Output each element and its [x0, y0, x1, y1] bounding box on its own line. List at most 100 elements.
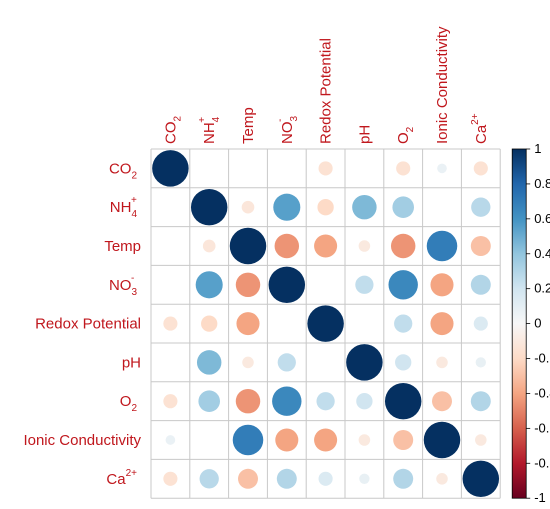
row-label-IonC: Ionic Conductivity	[23, 432, 141, 449]
row-label-NO3: NO3 -	[109, 273, 138, 298]
correlation-circles	[152, 150, 500, 498]
corr-circle-NH4-O2	[392, 196, 414, 218]
col-label-O2-text: O	[395, 132, 412, 144]
colorbar-tick-label: -0.6	[534, 420, 550, 435]
corr-circle-O2-CO2	[163, 394, 178, 409]
corr-circle-NO3-IonC	[430, 273, 454, 297]
corr-circle-CO2-O2	[396, 161, 411, 176]
col-label-pH: pH	[356, 125, 373, 144]
row-label-O2-subscript: 2	[131, 403, 137, 414]
corr-circle-IonC-IonC	[423, 421, 461, 459]
corr-circle-CO2-Redox	[318, 161, 333, 176]
colorbar-tick-label: -0.8	[534, 455, 550, 470]
corr-circle-Redox-NH4	[201, 315, 218, 332]
col-label-NO3-superscript: -	[275, 119, 286, 122]
col-label-pH-text: pH	[356, 125, 373, 144]
matrix-grid	[150, 148, 501, 499]
colorbar-tick-label: 0.6	[534, 211, 550, 226]
col-label-NH4-subscript: 4	[211, 116, 222, 122]
col-label-Ca-superscript: 2+	[470, 113, 481, 125]
row-label-NO3-superscript: -	[131, 273, 134, 284]
colorbar-tick-label: 0	[534, 316, 541, 331]
corr-circle-O2-O2	[384, 382, 422, 420]
colorbar-tick-label: -0.2	[534, 351, 550, 366]
corr-circle-Redox-Temp	[236, 312, 260, 336]
col-label-Temp-text: Temp	[240, 107, 257, 144]
corr-circle-Ca-NO3	[276, 468, 297, 489]
colorbar-tick-label: -0.4	[534, 385, 550, 400]
corr-circle-IonC-O2	[393, 430, 414, 450]
corr-circle-O2-NH4	[198, 390, 220, 412]
colorbar-tick-label: 1	[534, 141, 541, 156]
row-label-Ca: Ca2+	[106, 468, 137, 488]
row-label-Temp-text: Temp	[104, 238, 141, 255]
colorbar-tick-label: 0.4	[534, 246, 550, 261]
row-label-Redox: Redox Potential	[35, 316, 141, 333]
corr-circle-NO3-Temp	[235, 272, 261, 298]
row-label-CO2-text: CO	[109, 160, 132, 177]
corr-circle-Redox-Redox	[307, 305, 344, 342]
corr-circle-IonC-Redox	[314, 428, 338, 452]
col-label-Redox-text: Redox Potential	[318, 38, 335, 144]
row-label-NH4-superscript: +	[131, 195, 137, 206]
corr-circle-IonC-pH	[358, 434, 371, 446]
col-label-NO3-subscript: 3	[289, 116, 300, 122]
corr-circle-O2-IonC	[432, 391, 452, 412]
corr-circle-Ca-NH4	[199, 469, 219, 489]
col-label-Ca: Ca2+	[470, 113, 490, 144]
col-label-NH4: NH4+	[197, 116, 222, 144]
corr-circle-pH-O2	[395, 354, 412, 371]
corr-circle-Ca-IonC	[436, 473, 448, 485]
corr-circle-pH-Temp	[242, 356, 254, 369]
col-label-CO2-subscript: 2	[172, 116, 183, 122]
colorbar-tick-label: 0.8	[534, 176, 550, 191]
corr-circle-IonC-CO2	[165, 435, 176, 445]
colorbar-tick-label: 0.2	[534, 281, 550, 296]
corr-circle-Temp-NH4	[202, 239, 216, 253]
corr-circle-Temp-NO3	[274, 233, 300, 259]
corr-circle-O2-Temp	[235, 388, 261, 414]
col-label-NO3-text: NO	[279, 122, 296, 145]
row-label-NO3-text: NO	[109, 277, 132, 294]
corr-circle-Temp-Redox	[314, 234, 338, 258]
col-label-Ca-text: Ca	[473, 124, 490, 144]
corr-circle-NO3-pH	[355, 275, 374, 294]
corr-circle-Ca-Ca	[462, 460, 500, 498]
corr-circle-Temp-pH	[358, 240, 371, 252]
corr-circle-O2-Redox	[316, 392, 335, 411]
corr-circle-pH-pH	[346, 344, 383, 381]
corr-circle-Ca-CO2	[163, 471, 178, 486]
col-label-Redox: Redox Potential	[318, 38, 335, 144]
corr-circle-Ca-Temp	[238, 468, 258, 489]
corr-circle-Temp-IonC	[426, 230, 458, 262]
corr-circle-NH4-pH	[352, 194, 377, 220]
col-label-Temp: Temp	[240, 107, 257, 144]
corr-circle-Ca-O2	[393, 468, 414, 489]
col-label-IonC: Ionic Conductivity	[434, 26, 451, 144]
corr-circle-CO2-Ca	[473, 161, 488, 176]
row-label-CO2: CO2	[109, 160, 138, 181]
row-label-pH: pH	[122, 354, 141, 371]
corr-circle-CO2-IonC	[437, 163, 447, 174]
row-label-CO2-subscript: 2	[131, 170, 137, 181]
row-label-Ca-text: Ca	[106, 471, 126, 488]
col-label-IonC-text: Ionic Conductivity	[434, 26, 451, 144]
corr-circle-NO3-NO3	[268, 266, 306, 304]
corr-circle-O2-NO3	[272, 386, 302, 416]
corr-circle-NH4-Redox	[317, 199, 334, 216]
col-label-NH4-text: NH	[201, 122, 218, 144]
corr-circle-NO3-NH4	[195, 271, 223, 299]
corr-circle-pH-IonC	[436, 356, 448, 369]
corr-circle-NO3-O2	[388, 270, 418, 300]
col-label-O2: O2	[395, 126, 416, 144]
col-label-NH4-superscript: +	[197, 117, 208, 123]
colorbar-scale	[511, 148, 527, 499]
corr-circle-pH-NH4	[196, 350, 222, 375]
corr-circle-Temp-Ca	[470, 236, 491, 256]
corr-circle-NH4-Temp	[241, 200, 255, 214]
corr-circle-NH4-Ca	[471, 197, 491, 217]
corr-circle-Redox-CO2	[163, 316, 178, 331]
col-label-NO3: NO3-	[275, 116, 300, 145]
